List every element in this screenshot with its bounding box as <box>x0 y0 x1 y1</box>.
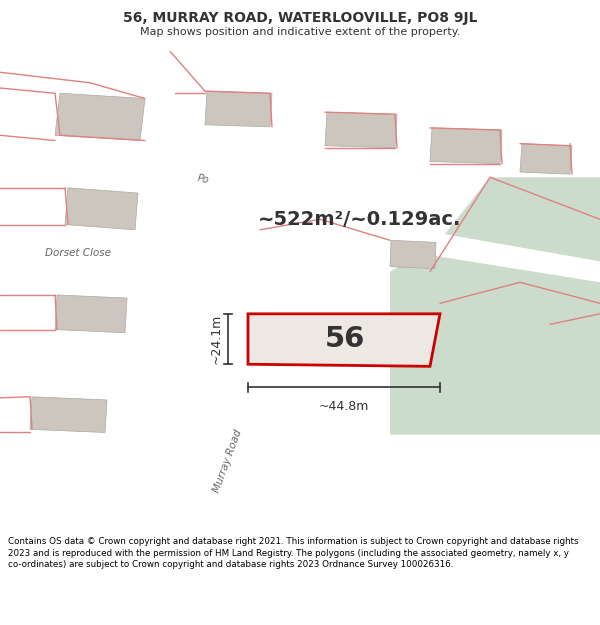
Text: ~24.1m: ~24.1m <box>210 314 223 364</box>
Polygon shape <box>390 177 600 434</box>
Polygon shape <box>520 144 572 174</box>
Polygon shape <box>205 91 272 127</box>
Polygon shape <box>175 198 280 261</box>
Polygon shape <box>0 51 160 161</box>
Text: Dorset Close: Dorset Close <box>45 248 111 258</box>
Polygon shape <box>30 397 107 432</box>
Polygon shape <box>248 314 440 366</box>
Text: Map shows position and indicative extent of the property.: Map shows position and indicative extent… <box>140 27 460 37</box>
Polygon shape <box>0 198 600 288</box>
Text: Contains OS data © Crown copyright and database right 2021. This information is : Contains OS data © Crown copyright and d… <box>8 537 578 569</box>
Polygon shape <box>390 240 436 269</box>
Polygon shape <box>260 51 330 272</box>
Polygon shape <box>430 128 502 164</box>
Polygon shape <box>55 93 145 141</box>
Polygon shape <box>325 112 397 148</box>
Text: Po: Po <box>196 173 210 186</box>
Polygon shape <box>185 429 270 534</box>
Polygon shape <box>55 295 127 333</box>
Text: ~522m²/~0.129ac.: ~522m²/~0.129ac. <box>259 210 461 229</box>
Text: 56: 56 <box>325 325 365 353</box>
Text: 56, MURRAY ROAD, WATERLOOVILLE, PO8 9JL: 56, MURRAY ROAD, WATERLOOVILLE, PO8 9JL <box>123 11 477 25</box>
Polygon shape <box>65 188 138 230</box>
Text: Murray Road: Murray Road <box>212 428 244 494</box>
Polygon shape <box>185 51 310 429</box>
Text: ~44.8m: ~44.8m <box>319 400 369 413</box>
